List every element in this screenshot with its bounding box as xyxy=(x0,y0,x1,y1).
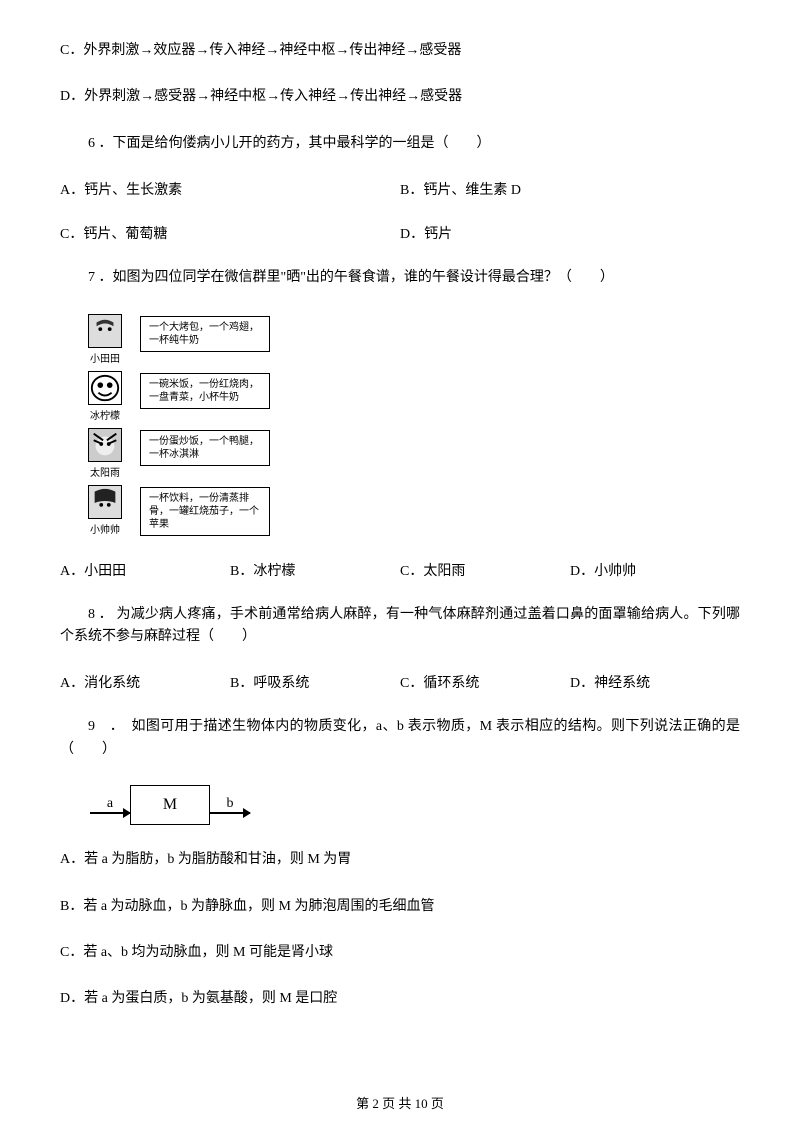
q7-opt-a: A．小田田 xyxy=(60,560,230,580)
q8-stem: 8 ． 为减少病人疼痛，手术前通常给病人麻醉，有一种气体麻醉剂通过盖着口鼻的面罩… xyxy=(60,604,740,649)
bubble-3: 一份蛋炒饭，一个鸭腿，一杯冰淇淋 xyxy=(140,430,270,466)
q8-opt-c: C．循环系统 xyxy=(400,672,570,692)
q6-options-row1: A．钙片、生长激素 B．钙片、维生素 D xyxy=(60,179,740,199)
avatar-block-2: 冰柠檬 xyxy=(80,371,130,422)
avatar-3 xyxy=(88,428,122,462)
avatar-block-3: 太阳雨 xyxy=(80,428,130,479)
q9-stem: 9 ． 如图可用于描述生物体内的物质变化，a、b 表示物质，M 表示相应的结构。… xyxy=(60,716,740,761)
label-a: a xyxy=(107,796,113,812)
avatar-name-4: 小帅帅 xyxy=(90,521,120,536)
q7-stem: 7 ．如图为四位同学在微信群里"晒"出的午餐食谱，谁的午餐设计得最合理？（ ） xyxy=(60,267,740,289)
avatar-name-2: 冰柠檬 xyxy=(90,407,120,422)
option-c: C．外界刺激→效应器→传入神经→神经中枢→传出神经→感受器 xyxy=(60,40,740,62)
q8-opt-d: D．神经系统 xyxy=(570,672,740,692)
avatar-2 xyxy=(88,371,122,405)
avatar-name-1: 小田田 xyxy=(90,350,120,365)
wechat-row-3: 太阳雨 一份蛋炒饭，一个鸭腿，一杯冰淇淋 xyxy=(80,428,740,479)
wechat-row-1: 小田田 一个大烤包，一个鸡翅，一杯纯牛奶 xyxy=(80,314,740,365)
q8-opt-a: A．消化系统 xyxy=(60,672,230,692)
avatar-name-3: 太阳雨 xyxy=(90,464,120,479)
arrow-in xyxy=(90,812,130,814)
wechat-row-2: 冰柠檬 一碗米饭，一份红烧肉，一盘青菜，小杯牛奶 xyxy=(80,371,740,422)
avatar-block-4: 小帅帅 xyxy=(80,485,130,536)
q6-opt-b: B．钙片、维生素 D xyxy=(400,179,740,199)
q6-options-row2: C．钙片、葡萄糖 D．钙片 xyxy=(60,223,740,243)
q6-opt-d: D．钙片 xyxy=(400,223,740,243)
avatar-4 xyxy=(88,485,122,519)
q9-opt-d: D．若 a 为蛋白质，b 为氨基酸，则 M 是口腔 xyxy=(60,988,740,1010)
q7-opt-d: D．小帅帅 xyxy=(570,560,740,580)
bubble-2: 一碗米饭，一份红烧肉，一盘青菜，小杯牛奶 xyxy=(140,373,270,409)
wechat-panel: 小田田 一个大烤包，一个鸡翅，一杯纯牛奶 冰柠檬 一碗米饭，一份红烧肉，一盘青菜… xyxy=(80,314,740,536)
bubble-4: 一杯饮料，一份清蒸排骨，一罐红烧茄子，一个苹果 xyxy=(140,487,270,536)
avatar-1 xyxy=(88,314,122,348)
m-box: M xyxy=(130,785,210,825)
q6-stem: 6 ．下面是给佝偻病小儿开的药方，其中最科学的一组是（ ） xyxy=(60,133,740,155)
wechat-row-4: 小帅帅 一杯饮料，一份清蒸排骨，一罐红烧茄子，一个苹果 xyxy=(80,485,740,536)
option-d: D．外界刺激→感受器→神经中枢→传入神经→传出神经→感受器 xyxy=(60,86,740,108)
page-footer: 第 2 页 共 10 页 xyxy=(0,1093,800,1112)
q7-opt-b: B．冰柠檬 xyxy=(230,560,400,580)
q6-opt-a: A．钙片、生长激素 xyxy=(60,179,400,199)
q9-diagram: a M b xyxy=(90,785,740,825)
q9-opt-b: B．若 a 为动脉血，b 为静脉血，则 M 为肺泡周围的毛细血管 xyxy=(60,896,740,918)
q6-opt-c: C．钙片、葡萄糖 xyxy=(60,223,400,243)
q8-opt-b: B．呼吸系统 xyxy=(230,672,400,692)
q7-opt-c: C．太阳雨 xyxy=(400,560,570,580)
q8-options-row: A．消化系统 B．呼吸系统 C．循环系统 D．神经系统 xyxy=(60,672,740,692)
q9-opt-a: A．若 a 为脂肪，b 为脂肪酸和甘油，则 M 为胃 xyxy=(60,849,740,871)
bubble-1: 一个大烤包，一个鸡翅，一杯纯牛奶 xyxy=(140,316,270,352)
q9-opt-c: C．若 a、b 均为动脉血，则 M 可能是肾小球 xyxy=(60,942,740,964)
arrow-out xyxy=(210,812,250,814)
q7-options-row: A．小田田 B．冰柠檬 C．太阳雨 D．小帅帅 xyxy=(60,560,740,580)
label-b: b xyxy=(227,796,234,812)
avatar-block-1: 小田田 xyxy=(80,314,130,365)
